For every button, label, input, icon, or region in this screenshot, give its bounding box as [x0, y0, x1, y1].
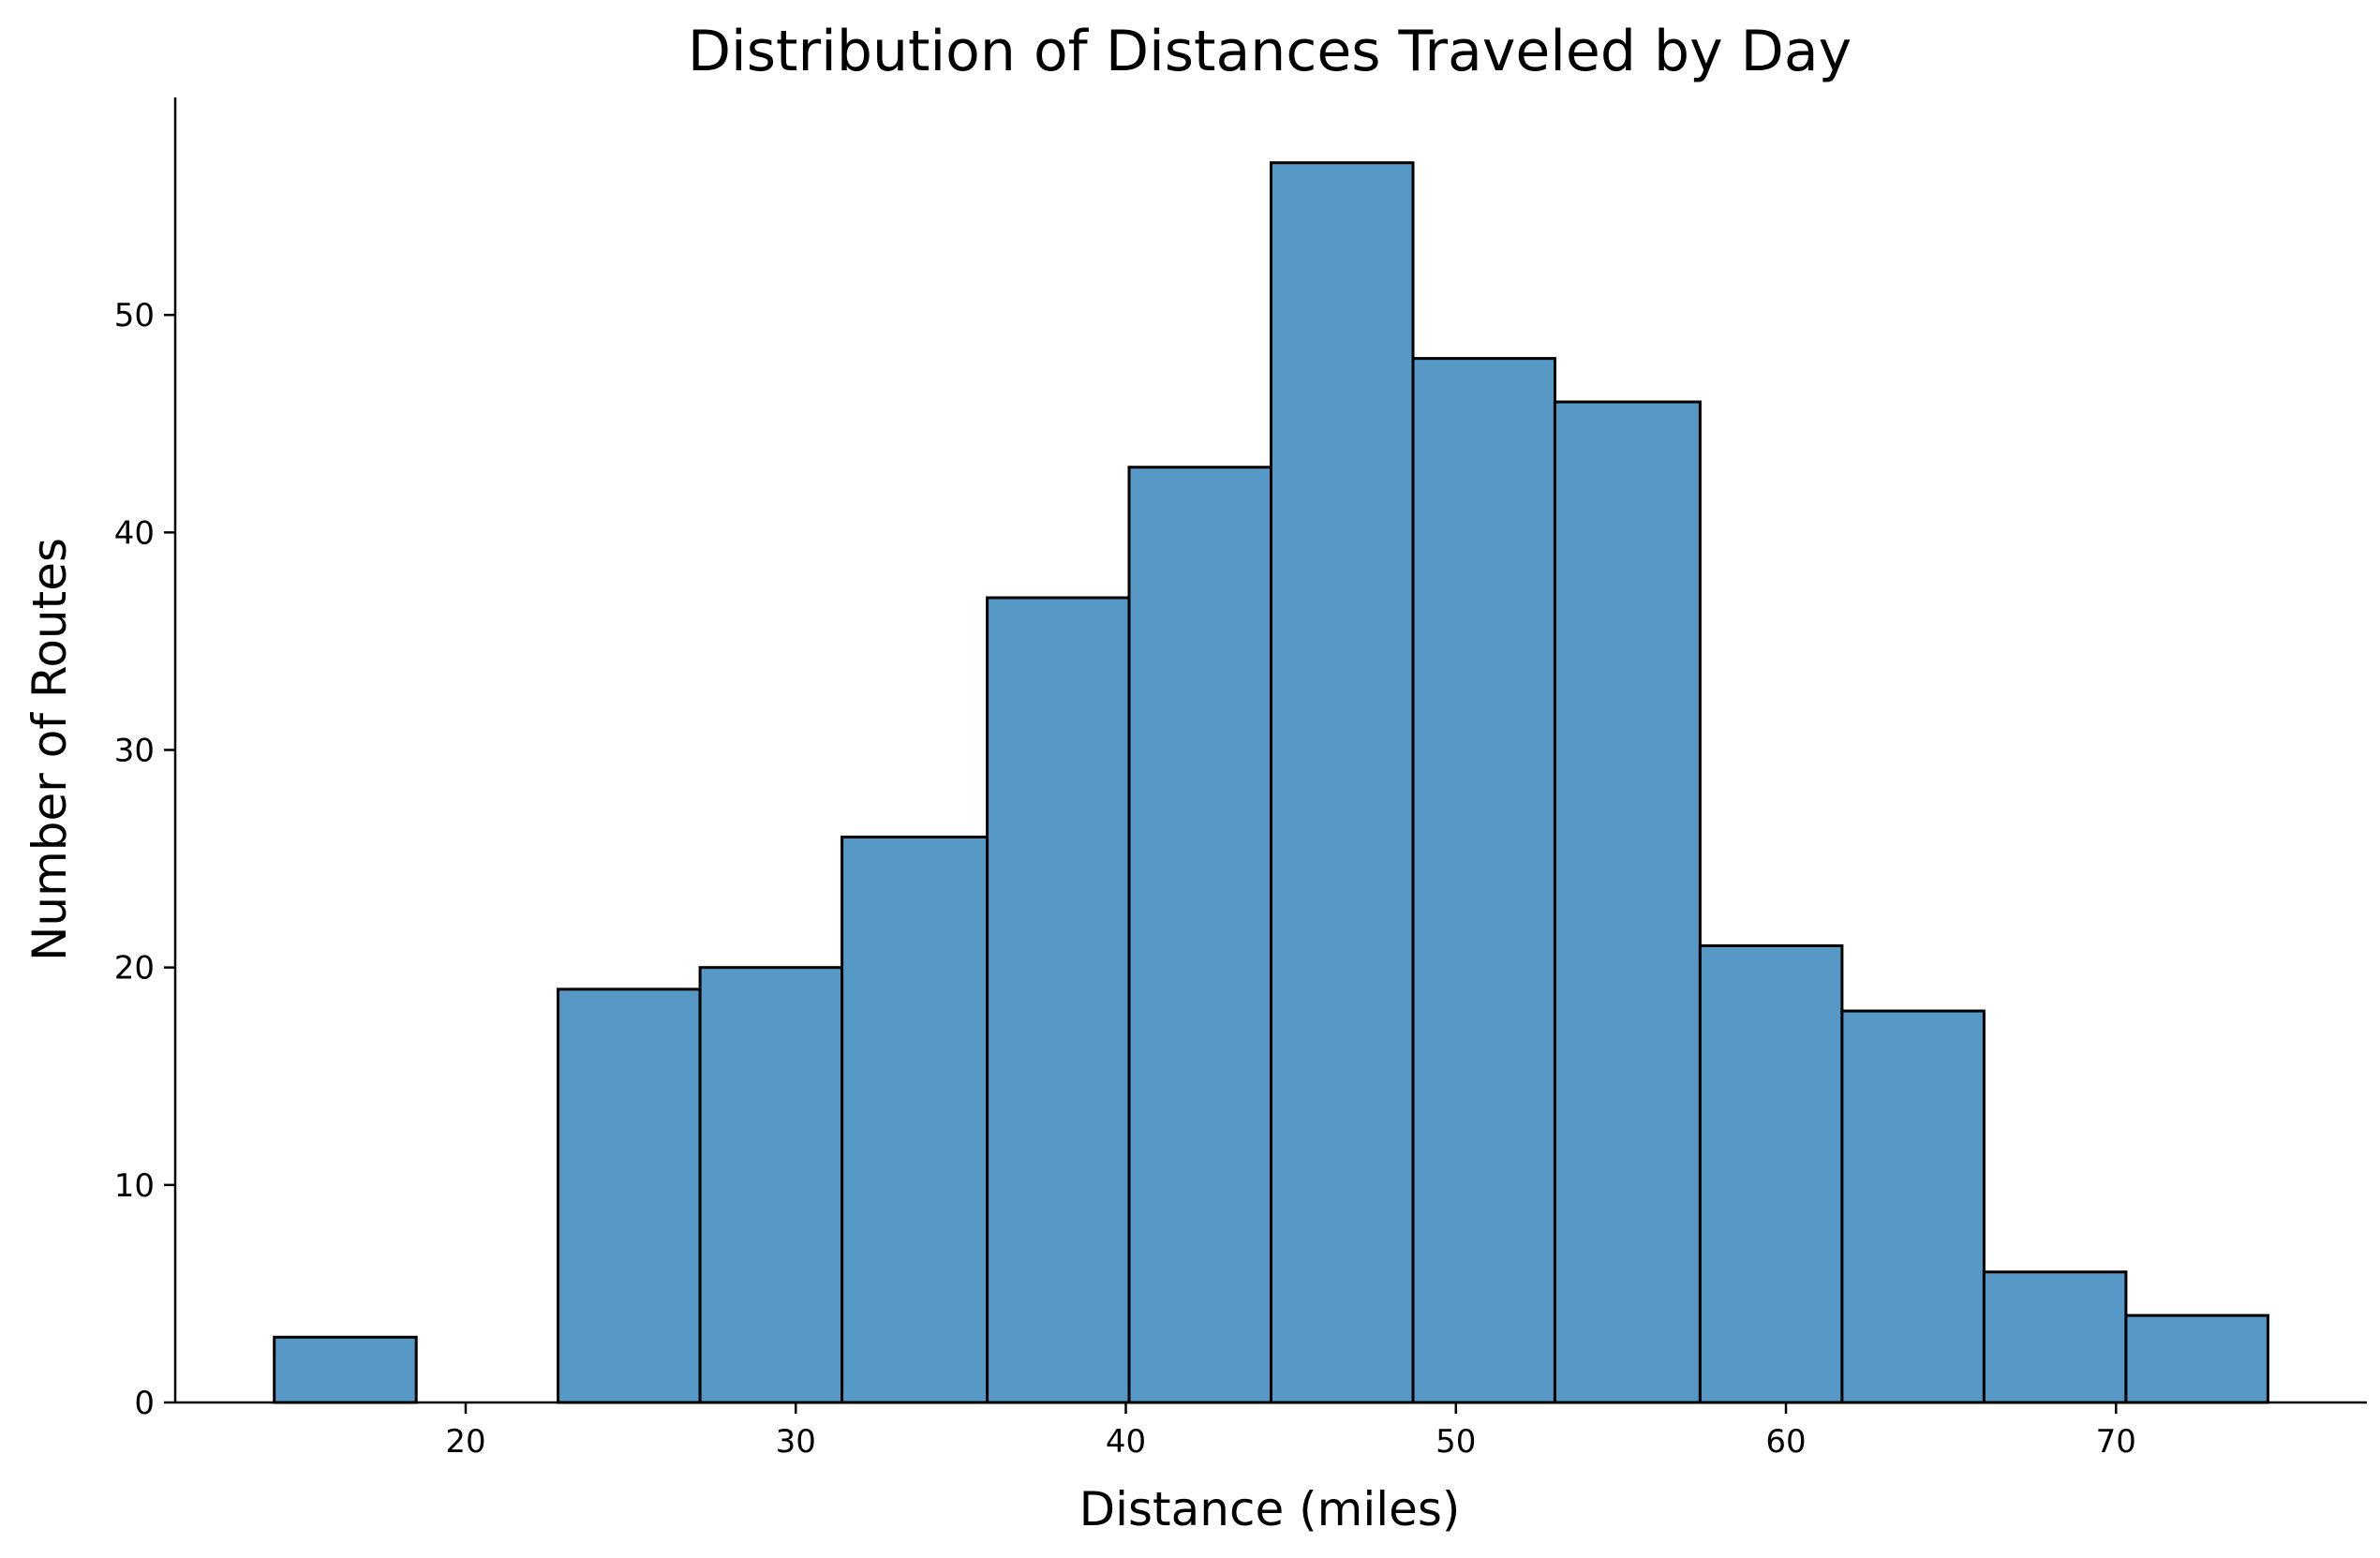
x-axis-label: Distance (miles) [1079, 1482, 1461, 1536]
y-tick-label: 50 [114, 297, 155, 334]
y-axis-label: Number of Routes [22, 538, 77, 961]
x-tick-label: 60 [1765, 1423, 1806, 1461]
histogram-bar [557, 987, 702, 1404]
histogram-bar [1553, 400, 1702, 1404]
histogram-bar [1411, 357, 1556, 1404]
bars-group [273, 161, 2269, 1404]
x-tick-label: 30 [776, 1423, 816, 1461]
histogram-bar [986, 596, 1131, 1404]
x-tick-label: 70 [2096, 1423, 2136, 1461]
y-axis: 0 10 20 30 40 50 [114, 97, 177, 1422]
histogram-bar [1127, 466, 1272, 1404]
y-tick-label: 20 [114, 950, 155, 987]
x-tick-label: 40 [1106, 1423, 1146, 1461]
histogram-bar [840, 835, 989, 1404]
x-axis: 20 30 40 50 60 70 [175, 1401, 2367, 1461]
histogram-bar [273, 1335, 418, 1404]
chart-title: Distribution of Distances Traveled by Da… [688, 19, 1852, 84]
x-tick-label: 20 [445, 1423, 485, 1461]
histogram-bar [698, 966, 844, 1404]
histogram-bar [1982, 1270, 2128, 1404]
histogram-bar [1270, 161, 1415, 1404]
y-tick-label: 40 [114, 514, 155, 552]
y-tick-label: 0 [134, 1385, 155, 1422]
histogram-bar [1840, 1009, 1986, 1404]
histogram-bar [1698, 944, 1844, 1404]
x-tick-label: 50 [1435, 1423, 1476, 1461]
y-tick-label: 30 [114, 733, 155, 770]
y-tick-label: 10 [114, 1167, 155, 1205]
histogram-bar [2124, 1313, 2269, 1404]
